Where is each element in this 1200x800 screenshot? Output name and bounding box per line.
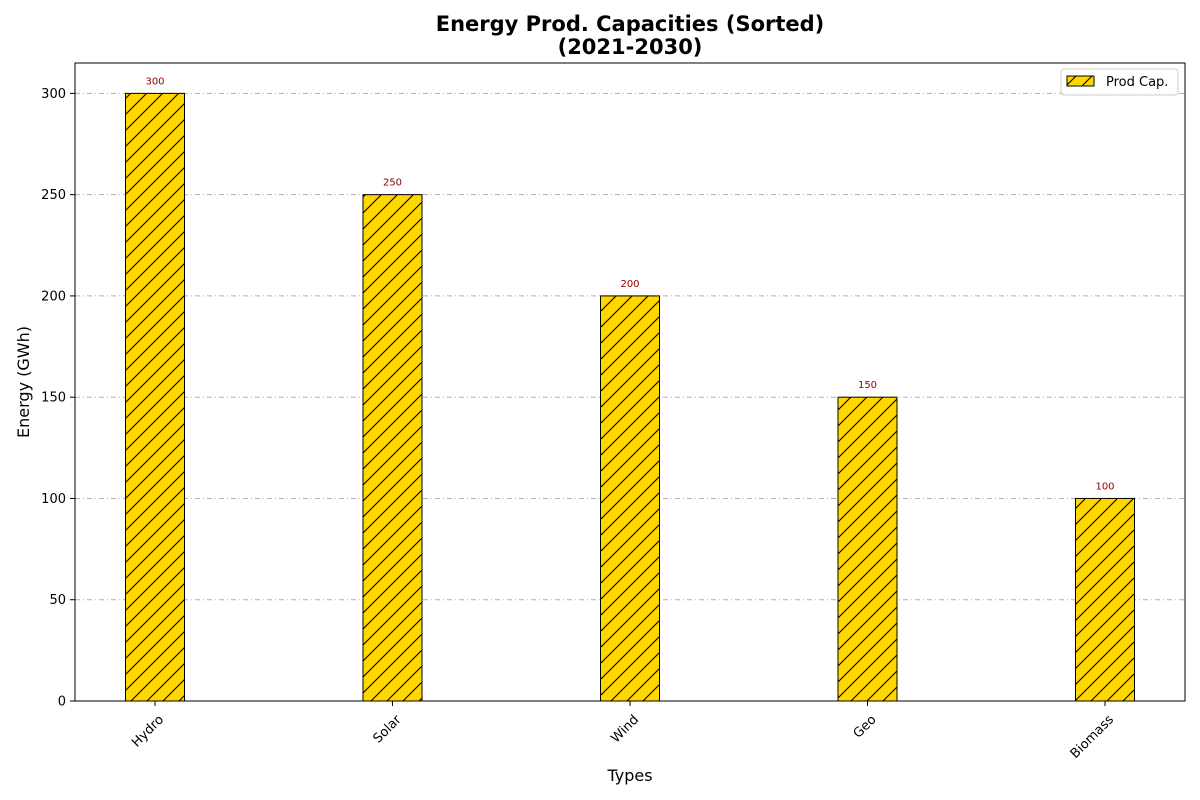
data-label: 150	[858, 380, 877, 391]
legend-label: Prod Cap.	[1106, 75, 1168, 90]
y-axis-ticks: 0 50 100 150 200 250 300	[41, 87, 75, 710]
x-tick-label: Solar	[371, 712, 405, 746]
x-axis-label: Types	[606, 766, 652, 785]
bar-wind	[600, 295, 660, 702]
data-label: 300	[145, 76, 164, 87]
data-label: 100	[1095, 481, 1114, 492]
x-tick-label: Wind	[608, 712, 642, 746]
chart-title-line-1: Energy Prod. Capacities (Sorted)	[436, 12, 825, 36]
x-axis-ticks: Hydro Solar Wind Geo Biomass	[129, 701, 1117, 762]
chart-title-line-2: (2021-2030)	[558, 35, 703, 59]
bar-geo	[837, 396, 898, 702]
bar-biomass	[1075, 497, 1135, 702]
x-tick-label: Geo	[851, 712, 880, 741]
y-tick-label: 0	[58, 695, 66, 710]
x-tick-label: Hydro	[129, 712, 167, 750]
bar-solar	[362, 194, 423, 702]
x-tick-label: Biomass	[1068, 712, 1117, 761]
data-label: 200	[620, 279, 639, 290]
data-label: 250	[383, 178, 402, 189]
bar-hydro	[125, 92, 185, 702]
y-tick-label: 100	[41, 492, 66, 507]
y-tick-label: 150	[41, 391, 66, 406]
legend-swatch	[1066, 75, 1095, 87]
y-tick-label: 300	[41, 87, 66, 102]
y-tick-label: 250	[41, 188, 66, 203]
bars	[125, 92, 1135, 702]
data-labels: 300 250 200 150 100	[145, 76, 1114, 492]
y-tick-label: 50	[49, 593, 66, 608]
y-tick-label: 200	[41, 289, 66, 304]
legend: Prod Cap.	[1060, 68, 1179, 96]
y-axis-label: Energy (GWh)	[14, 326, 33, 438]
